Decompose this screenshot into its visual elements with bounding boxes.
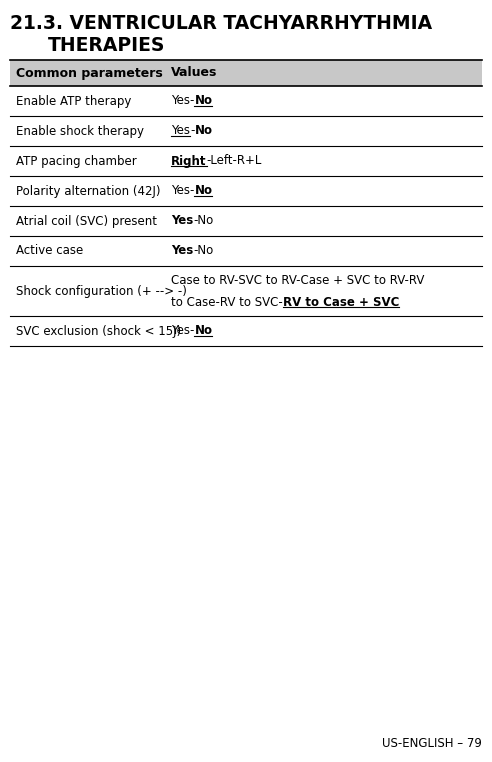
Text: -Left-R+L: -Left-R+L [207, 155, 262, 168]
Text: Yes: Yes [171, 214, 193, 228]
Text: Yes-: Yes- [171, 94, 194, 107]
Text: Active case: Active case [16, 245, 83, 258]
Text: No: No [194, 325, 213, 338]
Text: Shock configuration (+ --> -): Shock configuration (+ --> -) [16, 284, 187, 297]
Text: Atrial coil (SVC) present: Atrial coil (SVC) present [16, 214, 157, 228]
Text: Enable ATP therapy: Enable ATP therapy [16, 94, 131, 107]
Text: Common parameters: Common parameters [16, 66, 163, 79]
Text: No: No [194, 124, 213, 137]
Text: No: No [194, 94, 213, 107]
Text: -No: -No [193, 214, 214, 228]
Text: Yes: Yes [171, 124, 190, 137]
Text: Yes-: Yes- [171, 325, 194, 338]
Bar [10, 60, 482, 86]
Text: RV to Case + SVC: RV to Case + SVC [283, 296, 399, 309]
Text: THERAPIES: THERAPIES [48, 36, 165, 55]
Text: 21.3. VENTRICULAR TACHYARRHYTHMIA: 21.3. VENTRICULAR TACHYARRHYTHMIA [10, 14, 432, 33]
Text: -: - [190, 124, 194, 137]
Text: US-ENGLISH – 79: US-ENGLISH – 79 [382, 737, 482, 750]
Text: Enable shock therapy: Enable shock therapy [16, 124, 144, 137]
Text: SVC exclusion (shock < 15J): SVC exclusion (shock < 15J) [16, 325, 181, 338]
Text: -No: -No [193, 245, 214, 258]
Text: No: No [194, 184, 213, 197]
Text: to Case-RV to SVC-: to Case-RV to SVC- [171, 296, 283, 309]
Text: Values: Values [171, 66, 217, 79]
Text: Polarity alternation (42J): Polarity alternation (42J) [16, 184, 160, 197]
Text: Right: Right [171, 155, 207, 168]
Text: ATP pacing chamber: ATP pacing chamber [16, 155, 137, 168]
Text: Yes-: Yes- [171, 184, 194, 197]
Text: Case to RV-SVC to RV-Case + SVC to RV-RV: Case to RV-SVC to RV-Case + SVC to RV-RV [171, 274, 425, 287]
Text: Yes: Yes [171, 245, 193, 258]
